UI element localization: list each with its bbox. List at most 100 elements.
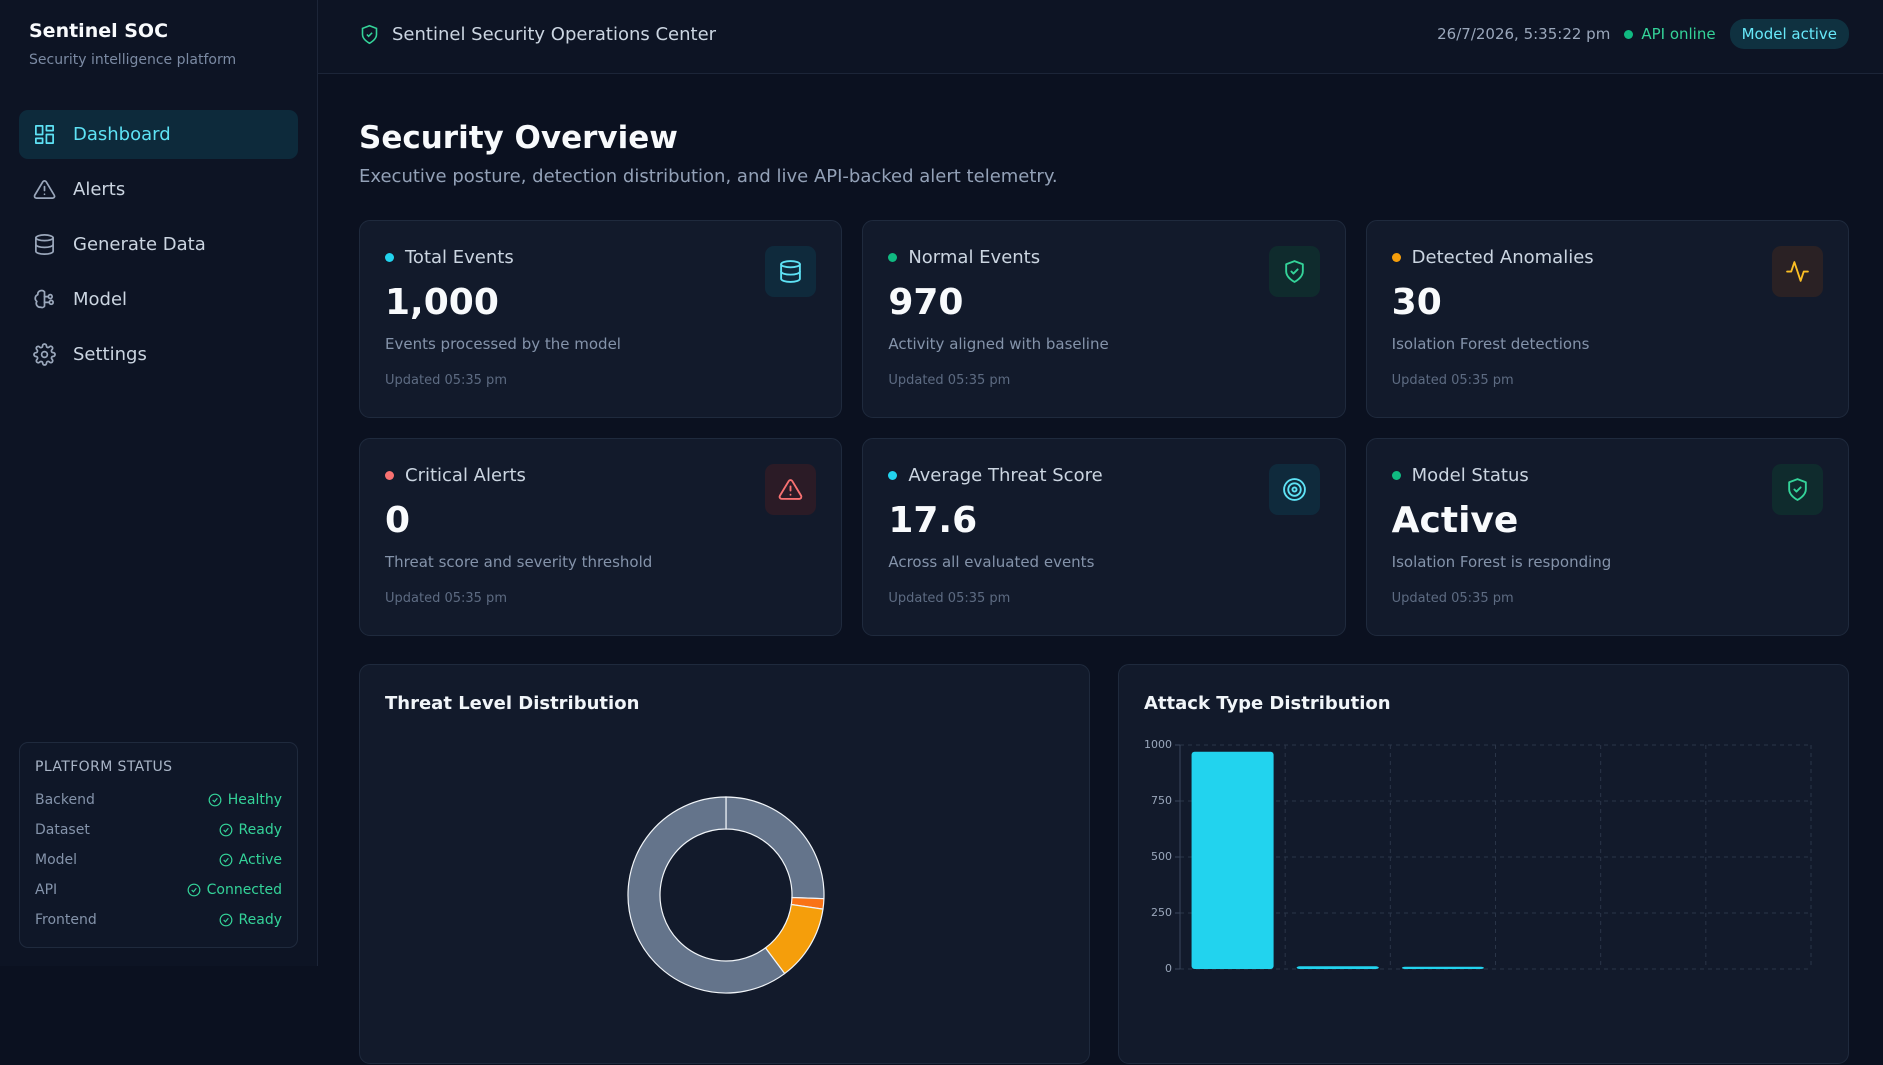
card-label-text: Detected Anomalies xyxy=(1412,247,1594,268)
card-description: Isolation Forest is responding xyxy=(1392,553,1823,571)
brand: Sentinel SOC xyxy=(29,20,168,42)
bar xyxy=(1402,967,1484,969)
card-label-text: Critical Alerts xyxy=(405,465,526,486)
body: Sentinel SOC Security intelligence platf… xyxy=(0,0,1883,966)
status-dot xyxy=(385,253,394,262)
icon-part xyxy=(1292,487,1296,491)
icon-box xyxy=(1772,246,1823,297)
icon-part xyxy=(1291,269,1297,273)
card-description: Activity aligned with baseline xyxy=(888,335,1319,353)
icon xyxy=(1785,477,1810,502)
status-row: Backend Healthy xyxy=(35,785,282,815)
card-description: Events processed by the model xyxy=(385,335,816,353)
icon xyxy=(359,24,380,45)
card-label-text: Average Threat Score xyxy=(908,465,1102,486)
icon-part xyxy=(220,824,232,836)
icon xyxy=(219,823,233,837)
nav-label: Alerts xyxy=(73,179,125,200)
card-description: Isolation Forest detections xyxy=(1392,335,1823,353)
status-row: Frontend Ready xyxy=(35,905,282,935)
icon-part xyxy=(223,918,228,922)
status-name: Frontend xyxy=(35,912,97,928)
card-label-text: Total Events xyxy=(405,247,514,268)
icon-part xyxy=(1284,479,1305,500)
icon xyxy=(33,178,56,201)
card-label-text: Normal Events xyxy=(908,247,1040,268)
y-tick-label: 1000 xyxy=(1144,738,1172,751)
nav-label: Generate Data xyxy=(73,234,206,255)
pie-slice xyxy=(726,797,824,899)
status-value: Connected xyxy=(187,882,282,898)
y-tick-label: 250 xyxy=(1151,906,1172,919)
card-updated: Updated 05:35 pm xyxy=(385,373,816,388)
card-updated: Updated 05:35 pm xyxy=(1392,373,1823,388)
icon-part xyxy=(188,884,200,896)
status-name: Backend xyxy=(35,792,95,808)
card-value: Active xyxy=(1392,500,1823,541)
status-dot xyxy=(888,253,897,262)
stat-card: Model Status Active Isolation Forest is re… xyxy=(1366,438,1849,636)
nav-label: Dashboard xyxy=(73,124,171,145)
icon-part xyxy=(212,798,217,802)
icon-part xyxy=(220,854,232,866)
icon-part xyxy=(781,261,800,267)
card-description: Across all evaluated events xyxy=(888,553,1319,571)
card-value: 17.6 xyxy=(888,500,1319,541)
status-value: Ready xyxy=(219,912,282,928)
icon-box xyxy=(1772,464,1823,515)
header-title: Sentinel Security Operations Center xyxy=(359,24,716,45)
card-value: 30 xyxy=(1392,282,1823,323)
y-tick-label: 750 xyxy=(1151,794,1172,807)
status-dot xyxy=(888,471,897,480)
model-pill: Model active xyxy=(1730,19,1849,49)
card-updated: Updated 05:35 pm xyxy=(888,373,1319,388)
main: Security Overview Executive posture, det… xyxy=(359,74,1849,187)
nav-item[interactable]: Alerts xyxy=(19,165,298,214)
card-label: Normal Events xyxy=(888,247,1319,268)
icon xyxy=(778,477,803,502)
icon-box xyxy=(765,246,816,297)
icon xyxy=(187,883,201,897)
nav-item[interactable]: Settings xyxy=(19,330,298,379)
icon xyxy=(33,288,56,311)
card-label: Critical Alerts xyxy=(385,465,816,486)
status-value: Healthy xyxy=(208,792,282,808)
page: Sentinel SOC { "sidebar": { "brand": "Se… xyxy=(0,0,1883,966)
icon-part xyxy=(191,888,196,892)
card-label: Average Threat Score xyxy=(888,465,1319,486)
header: Sentinel Security Operations Center 26/7… xyxy=(318,0,1883,74)
page-title: Security Overview xyxy=(359,120,1849,156)
status-text: Healthy xyxy=(228,792,282,808)
bar xyxy=(1192,752,1274,969)
nav-item[interactable]: Dashboard xyxy=(19,110,298,159)
icon-part xyxy=(220,914,232,926)
nav-item[interactable]: Generate Data xyxy=(19,220,298,269)
status-text: Active xyxy=(239,852,282,868)
card-label: Model Status xyxy=(1392,465,1823,486)
header-text: Sentinel Security Operations Center xyxy=(392,24,716,45)
stat-card: Average Threat Score 17.6 Across all evalu… xyxy=(862,438,1345,636)
page-subtitle: Executive posture, detection distributio… xyxy=(359,166,1849,187)
icon-box xyxy=(765,464,816,515)
card-description: Threat score and severity threshold xyxy=(385,553,816,571)
icon xyxy=(33,233,56,256)
card-value: 970 xyxy=(888,282,1319,323)
icon-part xyxy=(1288,483,1301,496)
icon-part xyxy=(1794,487,1800,491)
icon-part xyxy=(209,794,221,806)
card-updated: Updated 05:35 pm xyxy=(385,591,816,606)
status-text: Connected xyxy=(207,882,282,898)
chart xyxy=(360,665,1091,1065)
nav-item[interactable]: Model xyxy=(19,275,298,324)
stat-card: Detected Anomalies 30 Isolation Forest det… xyxy=(1366,220,1849,418)
status-dot xyxy=(1392,471,1401,480)
chart-panel: Threat Level Distribution xyxy=(359,664,1090,1064)
stat-card: Normal Events 970 Activity aligned with ba… xyxy=(862,220,1345,418)
icon xyxy=(219,913,233,927)
status-dot xyxy=(385,471,394,480)
y-tick-label: 500 xyxy=(1151,850,1172,863)
